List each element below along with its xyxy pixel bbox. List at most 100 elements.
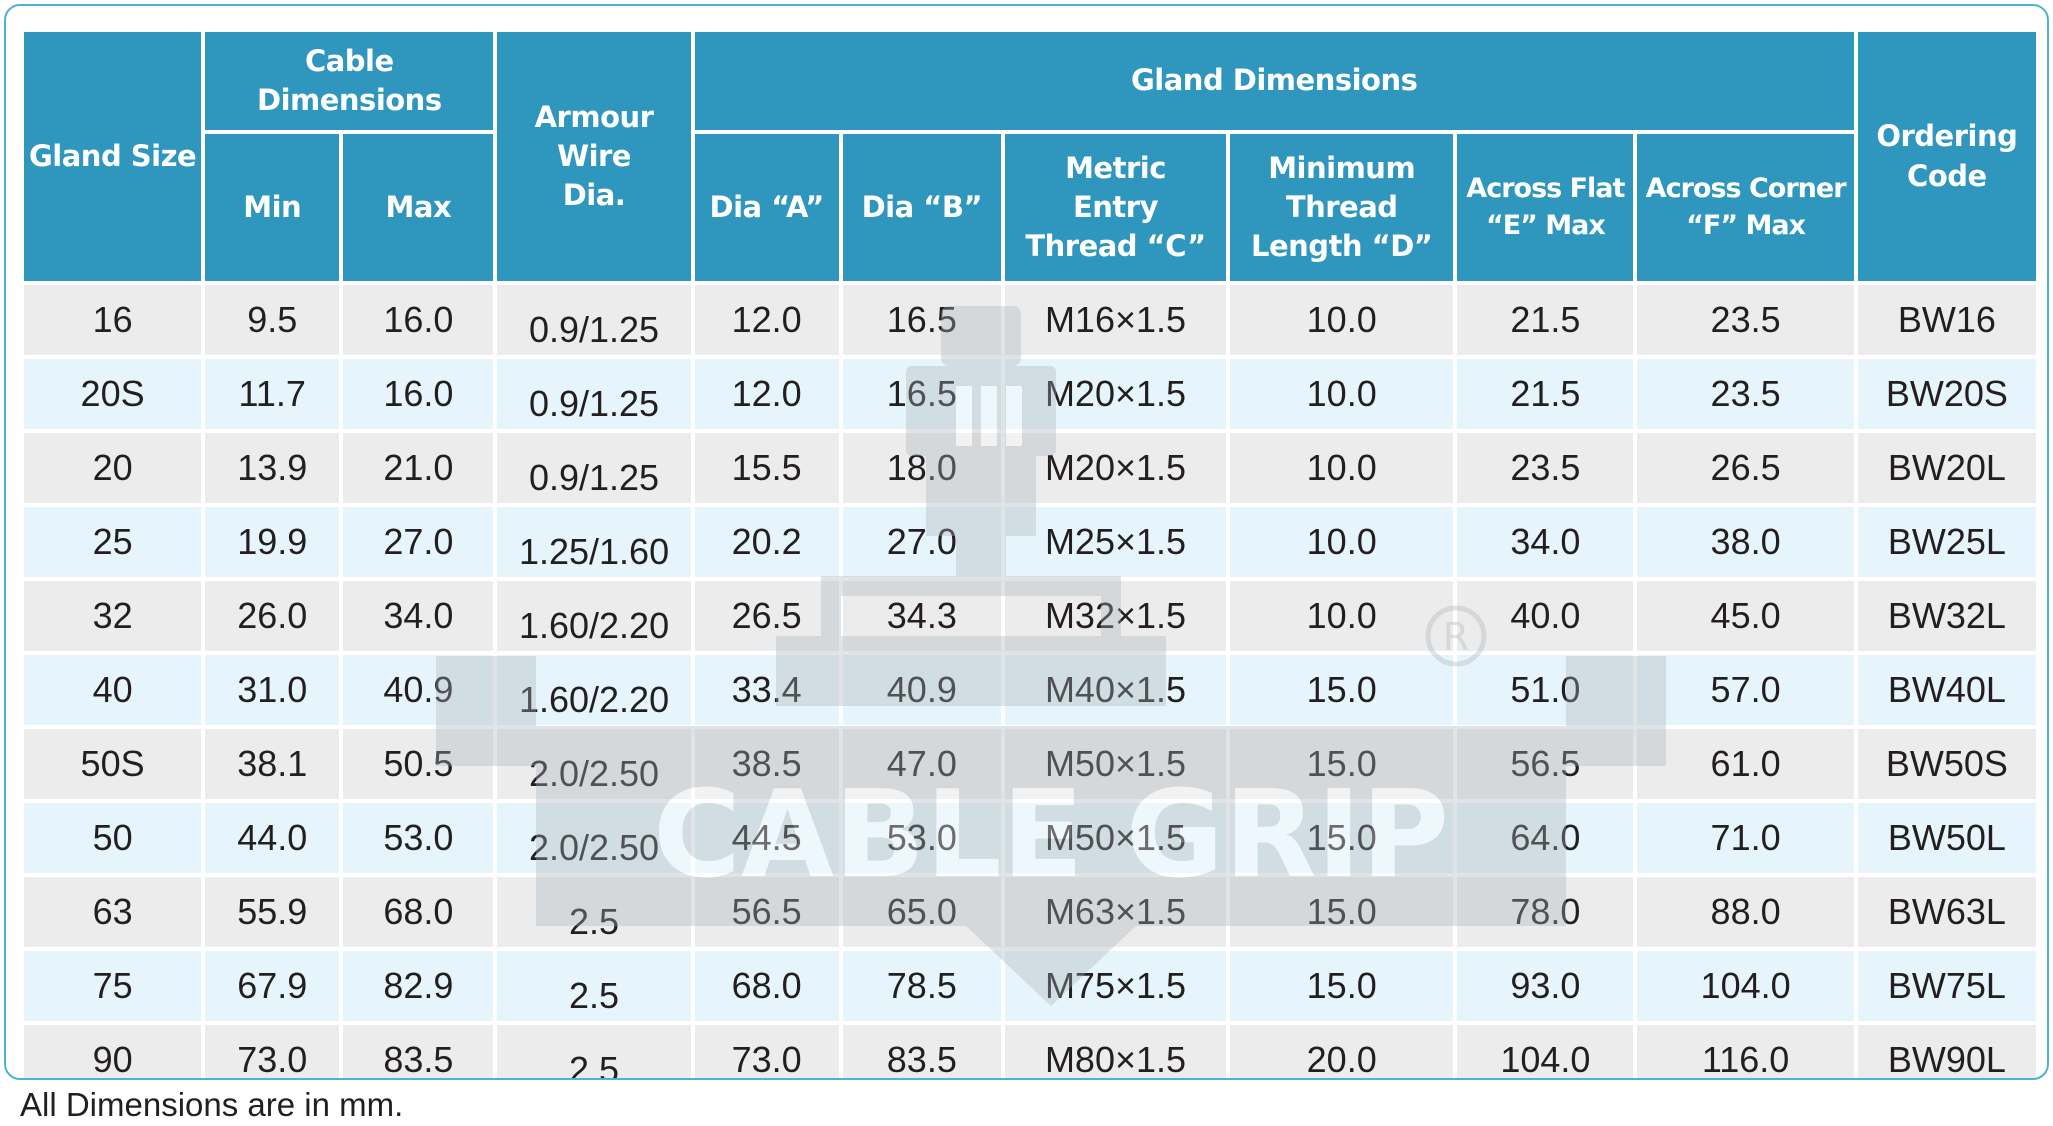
cell-max: 53.0	[343, 803, 494, 873]
cell-corner: 26.5	[1637, 433, 1854, 503]
cell-thread: M20×1.5	[1004, 359, 1227, 429]
cell-length: 10.0	[1230, 359, 1454, 429]
cell-code: BW75L	[1857, 951, 2036, 1021]
cell-max: 83.5	[343, 1025, 494, 1078]
cell-code: BW63L	[1857, 877, 2036, 947]
table-row: 90 73.0 83.5 2.5 73.0 83.5 M80×1.5 20.0 104.0 116…	[24, 1025, 2036, 1078]
header-dia-a: Dia “A”	[694, 134, 839, 281]
cell-corner: 116.0	[1637, 1025, 1854, 1078]
cell-max: 82.9	[343, 951, 494, 1021]
header-across-corner: Across Corner “F” Max	[1637, 134, 1854, 281]
cell-gland-size: 25	[24, 507, 202, 577]
cell-length: 15.0	[1230, 655, 1454, 725]
cell-max: 16.0	[343, 359, 494, 429]
footnote: All Dimensions are in mm.	[20, 1086, 404, 1123]
cell-min: 13.9	[205, 433, 340, 503]
header-min-thread-length: Minimum Thread Length “D”	[1230, 134, 1454, 281]
cell-length: 10.0	[1230, 433, 1454, 503]
cell-armour: 2.5	[497, 877, 691, 947]
cell-gland-size: 40	[24, 655, 202, 725]
cell-dia-b: 18.0	[842, 433, 1001, 503]
cell-dia-b: 16.5	[842, 285, 1001, 355]
cell-corner: 104.0	[1637, 951, 1854, 1021]
cell-thread: M80×1.5	[1004, 1025, 1227, 1078]
cell-max: 50.5	[343, 729, 494, 799]
cell-max: 68.0	[343, 877, 494, 947]
table-row: 25 19.9 27.0 1.25/1.60 20.2 27.0 M25×1.5 10.0 34…	[24, 507, 2036, 577]
header-gland-dimensions: Gland Dimensions	[694, 32, 1854, 130]
table-row: 75 67.9 82.9 2.5 68.0 78.5 M75×1.5 15.0 93.0 104.…	[24, 951, 2036, 1021]
cell-min: 31.0	[205, 655, 340, 725]
cell-armour: 2.5	[497, 951, 691, 1021]
cell-thread: M16×1.5	[1004, 285, 1227, 355]
cell-flat: 93.0	[1457, 951, 1634, 1021]
cell-dia-a: 68.0	[694, 951, 839, 1021]
cell-corner: 23.5	[1637, 359, 1854, 429]
cell-length: 15.0	[1230, 951, 1454, 1021]
cell-dia-b: 40.9	[842, 655, 1001, 725]
header-ordering-code: Ordering Code	[1857, 32, 2036, 281]
cell-min: 73.0	[205, 1025, 340, 1078]
cell-dia-b: 83.5	[842, 1025, 1001, 1078]
cell-dia-a: 12.0	[694, 285, 839, 355]
cell-gland-size: 63	[24, 877, 202, 947]
cell-thread: M32×1.5	[1004, 581, 1227, 651]
table-row: 50 44.0 53.0 2.0/2.50 44.5 53.0 M50×1.5 15.0 64.…	[24, 803, 2036, 873]
table-row: 16 9.5 16.0 0.9/1.25 12.0 16.5 M16×1.5 10.0 21.5…	[24, 285, 2036, 355]
cell-min: 11.7	[205, 359, 340, 429]
cell-gland-size: 90	[24, 1025, 202, 1078]
cell-thread: M50×1.5	[1004, 729, 1227, 799]
cell-code: BW20L	[1857, 433, 2036, 503]
cell-dia-b: 34.3	[842, 581, 1001, 651]
cell-flat: 23.5	[1457, 433, 1634, 503]
cell-max: 21.0	[343, 433, 494, 503]
cell-gland-size: 50S	[24, 729, 202, 799]
table-row: 20S 11.7 16.0 0.9/1.25 12.0 16.5 M20×1.5 10.0 21…	[24, 359, 2036, 429]
cell-thread: M20×1.5	[1004, 433, 1227, 503]
cell-dia-a: 56.5	[694, 877, 839, 947]
cell-min: 38.1	[205, 729, 340, 799]
cell-max: 34.0	[343, 581, 494, 651]
cell-dia-a: 12.0	[694, 359, 839, 429]
cell-corner: 23.5	[1637, 285, 1854, 355]
table-frame: Gland Size Cable Dimensions Armour Wire …	[4, 4, 2049, 1080]
gland-dimensions-table: Gland Size Cable Dimensions Armour Wire …	[20, 28, 2040, 1078]
cell-flat: 51.0	[1457, 655, 1634, 725]
cell-max: 40.9	[343, 655, 494, 725]
cell-corner: 38.0	[1637, 507, 1854, 577]
cell-corner: 71.0	[1637, 803, 1854, 873]
cell-length: 10.0	[1230, 507, 1454, 577]
cell-armour: 0.9/1.25	[497, 433, 691, 503]
cell-flat: 104.0	[1457, 1025, 1634, 1078]
cell-corner: 61.0	[1637, 729, 1854, 799]
header-min: Min	[205, 134, 340, 281]
cell-gland-size: 16	[24, 285, 202, 355]
cell-code: BW40L	[1857, 655, 2036, 725]
cell-dia-b: 78.5	[842, 951, 1001, 1021]
cell-code: BW90L	[1857, 1025, 2036, 1078]
cell-gland-size: 50	[24, 803, 202, 873]
header-dia-b: Dia “B”	[842, 134, 1001, 281]
cell-length: 10.0	[1230, 581, 1454, 651]
table-row: 50S 38.1 50.5 2.0/2.50 38.5 47.0 M50×1.5 15.0 56…	[24, 729, 2036, 799]
cell-thread: M75×1.5	[1004, 951, 1227, 1021]
cell-thread: M25×1.5	[1004, 507, 1227, 577]
cell-min: 44.0	[205, 803, 340, 873]
cell-armour: 2.0/2.50	[497, 803, 691, 873]
cell-code: BW32L	[1857, 581, 2036, 651]
cell-flat: 34.0	[1457, 507, 1634, 577]
cell-dia-a: 20.2	[694, 507, 839, 577]
cell-dia-a: 73.0	[694, 1025, 839, 1078]
cell-max: 16.0	[343, 285, 494, 355]
table-row: 40 31.0 40.9 1.60/2.20 33.4 40.9 M40×1.5 15.0 51…	[24, 655, 2036, 725]
cell-thread: M40×1.5	[1004, 655, 1227, 725]
cell-flat: 64.0	[1457, 803, 1634, 873]
cell-min: 67.9	[205, 951, 340, 1021]
cell-dia-b: 53.0	[842, 803, 1001, 873]
cell-flat: 56.5	[1457, 729, 1634, 799]
cell-armour: 2.0/2.50	[497, 729, 691, 799]
cell-code: BW20S	[1857, 359, 2036, 429]
cell-max: 27.0	[343, 507, 494, 577]
cell-dia-a: 44.5	[694, 803, 839, 873]
cell-armour: 1.60/2.20	[497, 581, 691, 651]
